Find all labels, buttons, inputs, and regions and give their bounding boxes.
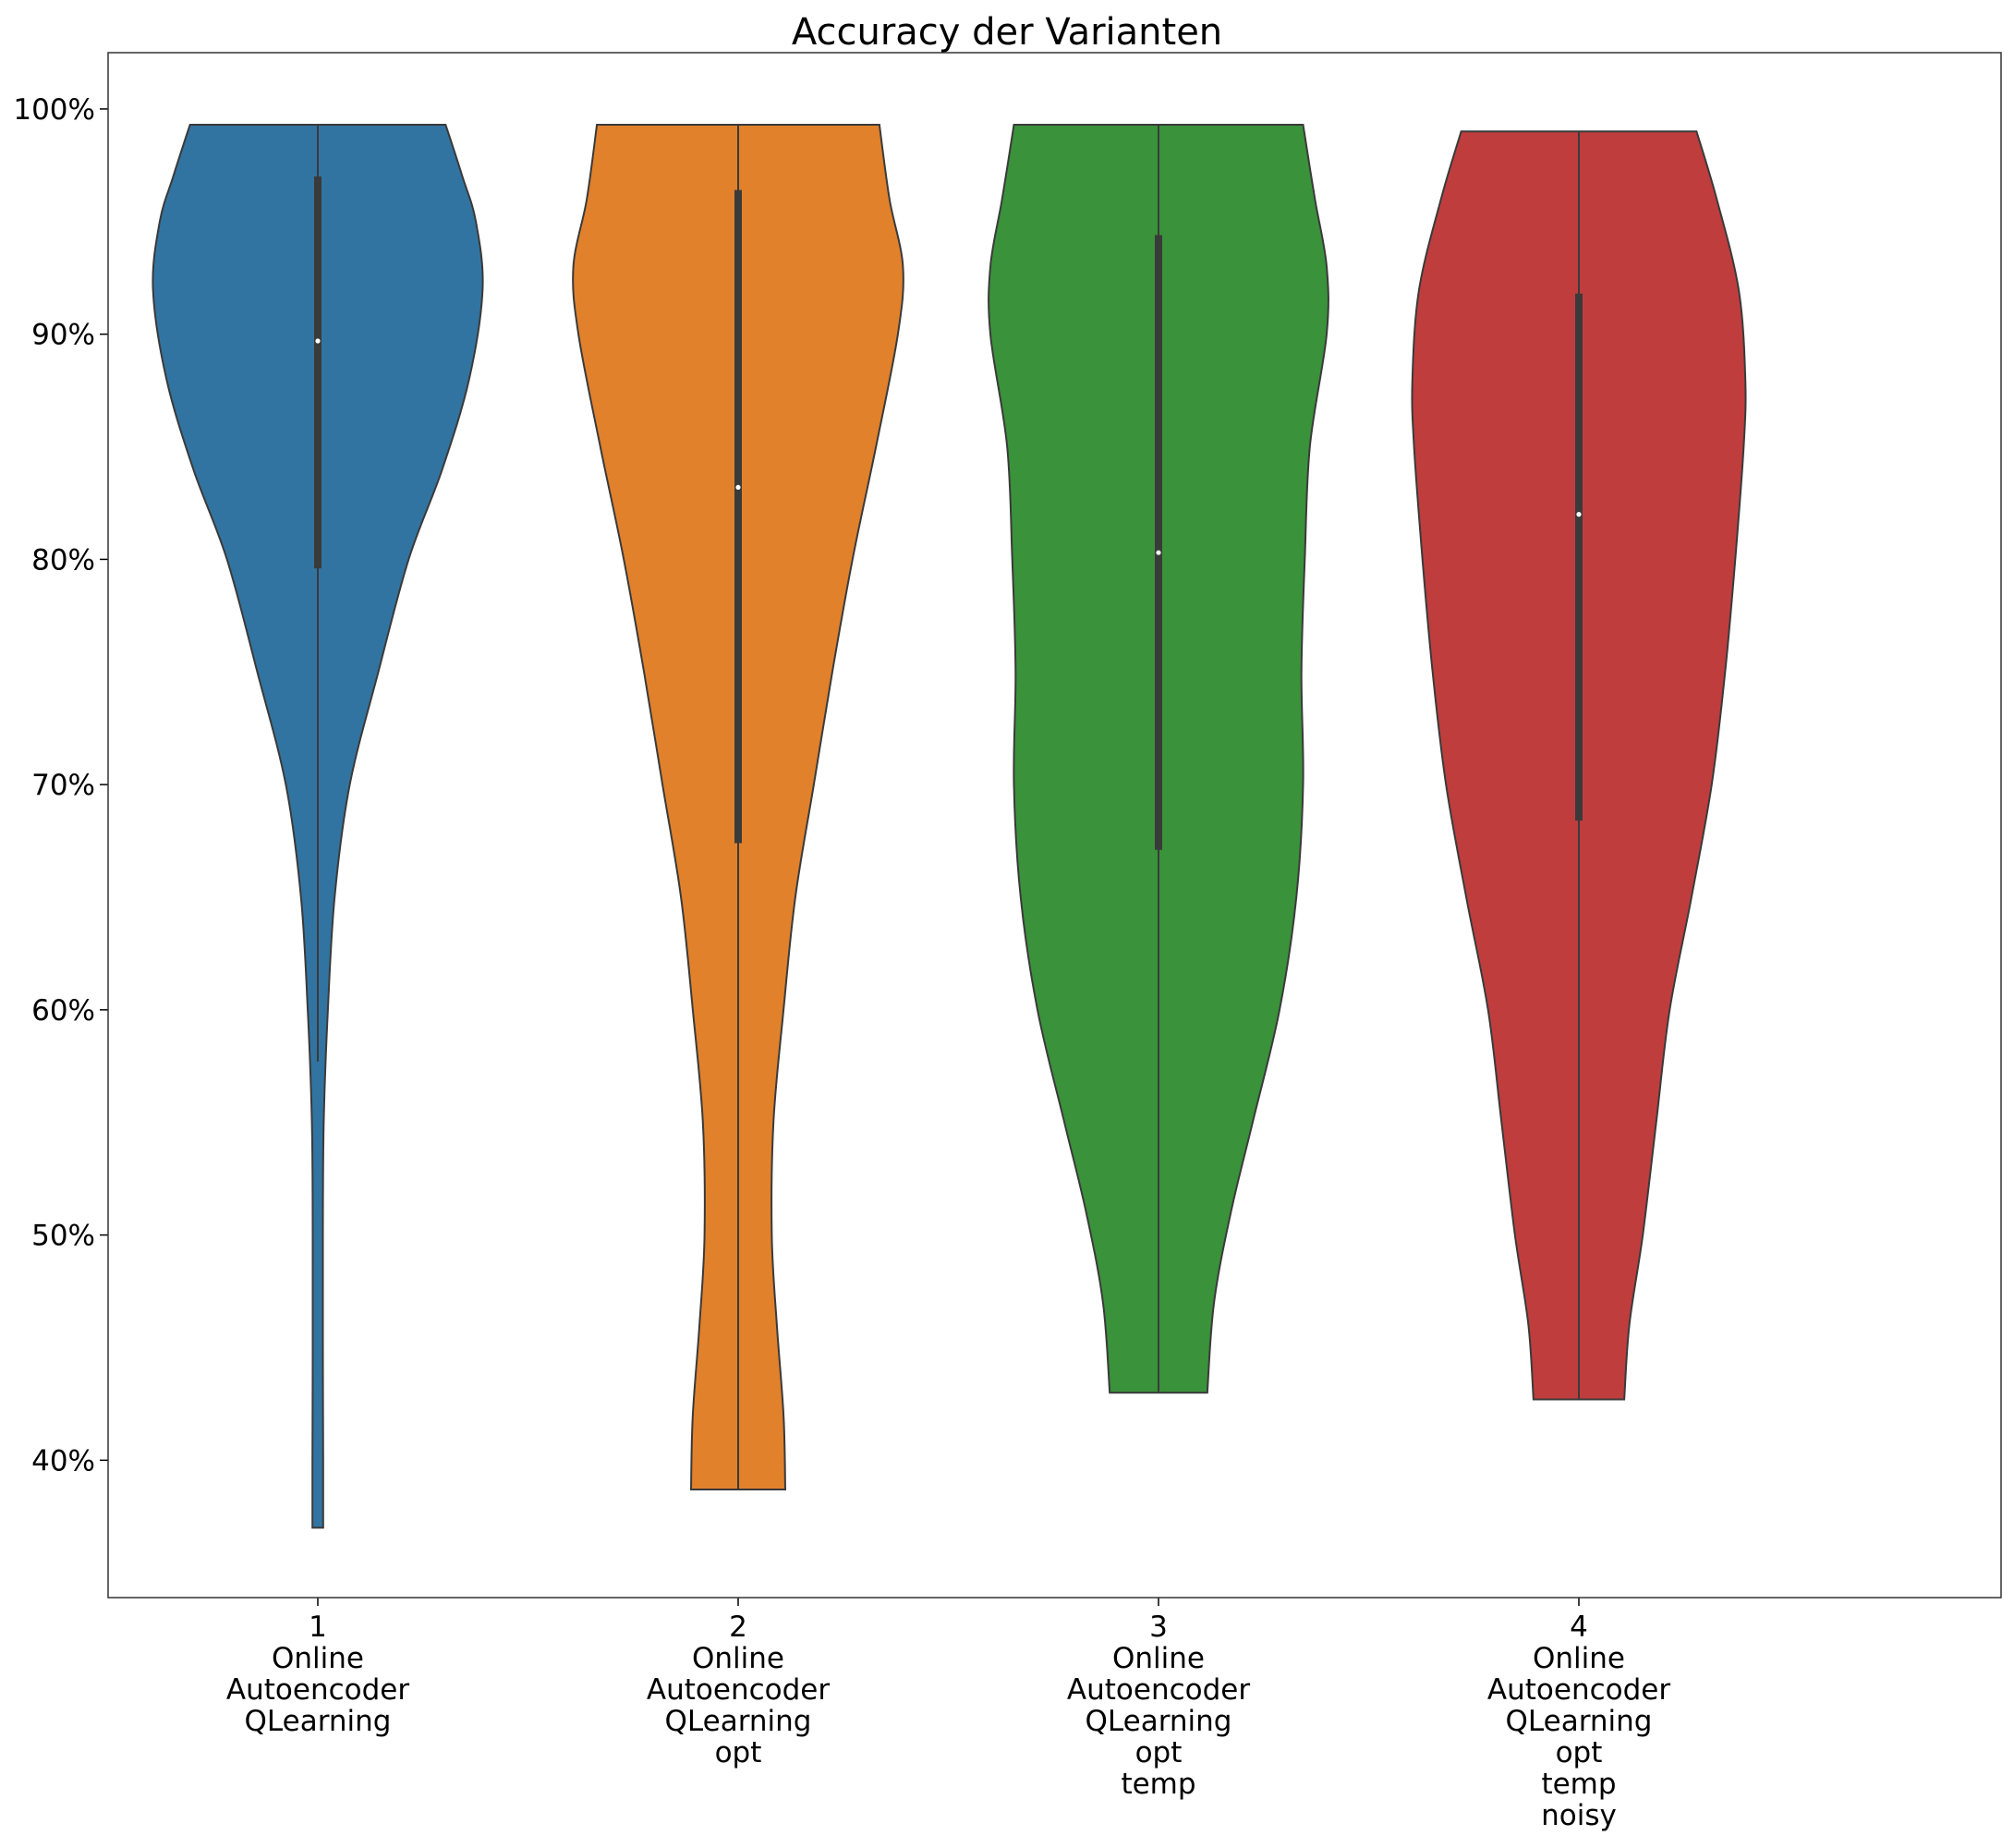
x-category-label-line: QLearning (1506, 1705, 1653, 1738)
x-category-label-line: QLearning (665, 1705, 812, 1738)
x-category-label-line: Autoencoder (226, 1673, 409, 1707)
violin-median-point (735, 484, 741, 491)
violin-median-point (315, 338, 321, 344)
x-category-label-line: QLearning (245, 1705, 392, 1738)
violin-group-2 (572, 124, 904, 1490)
x-category-label-line: opt (1135, 1736, 1183, 1769)
x-category-label-line: temp (1541, 1768, 1616, 1801)
x-category-label-line: opt (715, 1736, 762, 1769)
y-tick-label: 90% (31, 319, 95, 352)
x-category-label-line: QLearning (1086, 1705, 1232, 1738)
y-tick-label: 80% (31, 543, 95, 577)
x-category-label-line: Online (1533, 1642, 1625, 1675)
plot-frame (107, 52, 2002, 1599)
x-category-label-line: Autoencoder (1487, 1673, 1670, 1707)
x-category-label-line: temp (1121, 1768, 1195, 1801)
x-tick-label: 1 (309, 1611, 327, 1644)
x-category-label-line: Autoencoder (647, 1673, 830, 1707)
x-category-label-line: Online (692, 1642, 784, 1675)
violin-group-4 (1411, 130, 1747, 1401)
x-category-label-line: Autoencoder (1067, 1673, 1250, 1707)
y-tick-label: 100% (13, 93, 95, 127)
y-tick-label: 50% (31, 1220, 95, 1253)
chart-title: Accuracy der Varianten (792, 11, 1222, 54)
x-axis: 1OnlineAutoencoderQLearning2OnlineAutoen… (226, 1598, 1670, 1832)
violin-median-point (1576, 512, 1582, 517)
x-tick-label: 3 (1149, 1611, 1168, 1644)
y-tick-label: 40% (31, 1444, 95, 1477)
x-tick-label: 2 (729, 1611, 747, 1644)
violins-layer (152, 124, 1747, 1529)
violin-median-point (1156, 550, 1161, 555)
x-category-label-line: opt (1556, 1736, 1603, 1769)
violin-group-3 (988, 124, 1329, 1394)
x-tick-label: 4 (1570, 1611, 1588, 1644)
x-category-label-line: noisy (1541, 1799, 1617, 1832)
y-axis: 40% 50% 60% 70% 80% 90% 100% (13, 93, 108, 1477)
y-tick-label: 60% (31, 994, 95, 1027)
x-category-label-line: Online (272, 1642, 364, 1675)
violin-group-1 (152, 124, 484, 1529)
x-category-label-line: Online (1112, 1642, 1205, 1675)
y-tick-label: 70% (31, 769, 95, 802)
